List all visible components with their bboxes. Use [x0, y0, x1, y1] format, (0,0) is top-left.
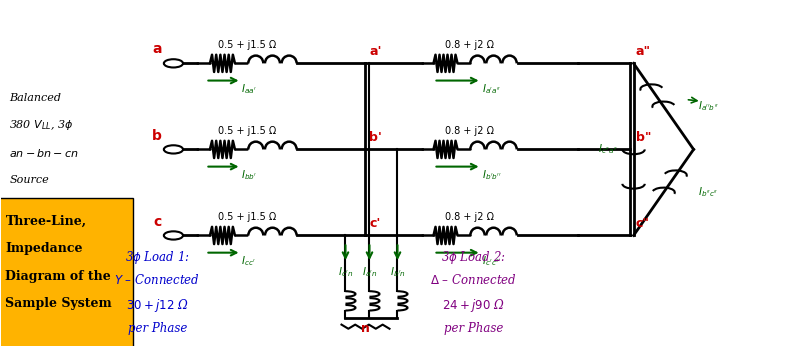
FancyBboxPatch shape: [0, 197, 133, 347]
Text: Source: Source: [10, 175, 49, 185]
Text: $I_{aa'}$: $I_{aa'}$: [241, 82, 257, 96]
Text: b: b: [152, 128, 161, 143]
Text: 0.8 + j2 Ω: 0.8 + j2 Ω: [444, 126, 493, 136]
Text: $I_{c'n}$: $I_{c'n}$: [338, 265, 353, 279]
Text: c: c: [153, 214, 161, 229]
Text: per Phase: per Phase: [444, 322, 503, 335]
Text: a": a": [635, 45, 650, 58]
Text: $I_{a'a''}$: $I_{a'a''}$: [481, 82, 500, 96]
Text: b': b': [369, 131, 382, 144]
Text: b": b": [635, 131, 650, 144]
Text: 0.8 + j2 Ω: 0.8 + j2 Ω: [444, 212, 493, 222]
Text: $Y$ – Connected: $Y$ – Connected: [115, 273, 200, 287]
Text: $I_{b'b''}$: $I_{b'b''}$: [481, 168, 500, 182]
Text: 380 $V_{LL}$, 3$\phi$: 380 $V_{LL}$, 3$\phi$: [10, 118, 74, 132]
Text: 3$\phi$ Load 2:: 3$\phi$ Load 2:: [440, 249, 505, 266]
Text: $I_{c''a''}$: $I_{c''a''}$: [597, 143, 617, 156]
Text: $I_{a''b''}$: $I_{a''b''}$: [697, 100, 718, 113]
Text: c': c': [369, 217, 380, 230]
Text: $an-bn-cn$: $an-bn-cn$: [10, 147, 79, 159]
Text: $I_{bb'}$: $I_{bb'}$: [241, 168, 257, 182]
Text: Sample System: Sample System: [6, 297, 112, 311]
Text: $I_{b'n}$: $I_{b'n}$: [389, 265, 405, 279]
Text: 0.5 + j1.5 Ω: 0.5 + j1.5 Ω: [218, 212, 276, 222]
Text: 0.5 + j1.5 Ω: 0.5 + j1.5 Ω: [218, 126, 276, 136]
Text: $30+j12$ Ω: $30+j12$ Ω: [126, 297, 188, 314]
Text: $I_{cc'}$: $I_{cc'}$: [241, 254, 256, 268]
Text: $I_{b''c''}$: $I_{b''c''}$: [697, 186, 717, 199]
Text: 0.8 + j2 Ω: 0.8 + j2 Ω: [444, 40, 493, 50]
Text: $I_{c'c''}$: $I_{c'c''}$: [481, 254, 499, 268]
Text: Diagram of the: Diagram of the: [6, 270, 111, 283]
Text: a: a: [152, 42, 161, 57]
Text: $\Delta$ – Connected: $\Delta$ – Connected: [430, 273, 516, 287]
Text: c": c": [635, 217, 649, 230]
Text: $I_{a'n}$: $I_{a'n}$: [361, 265, 377, 279]
Text: 0.5 + j1.5 Ω: 0.5 + j1.5 Ω: [218, 40, 276, 50]
Text: 3$\phi$ Load 1:: 3$\phi$ Load 1:: [125, 249, 189, 266]
Text: $24+j90$ Ω: $24+j90$ Ω: [442, 297, 504, 314]
Text: Three-Line,: Three-Line,: [6, 215, 87, 228]
Text: a': a': [369, 45, 382, 58]
Text: Balanced: Balanced: [10, 93, 61, 103]
Text: per Phase: per Phase: [128, 322, 187, 335]
Text: n: n: [361, 322, 370, 335]
Text: Impedance: Impedance: [6, 242, 83, 255]
